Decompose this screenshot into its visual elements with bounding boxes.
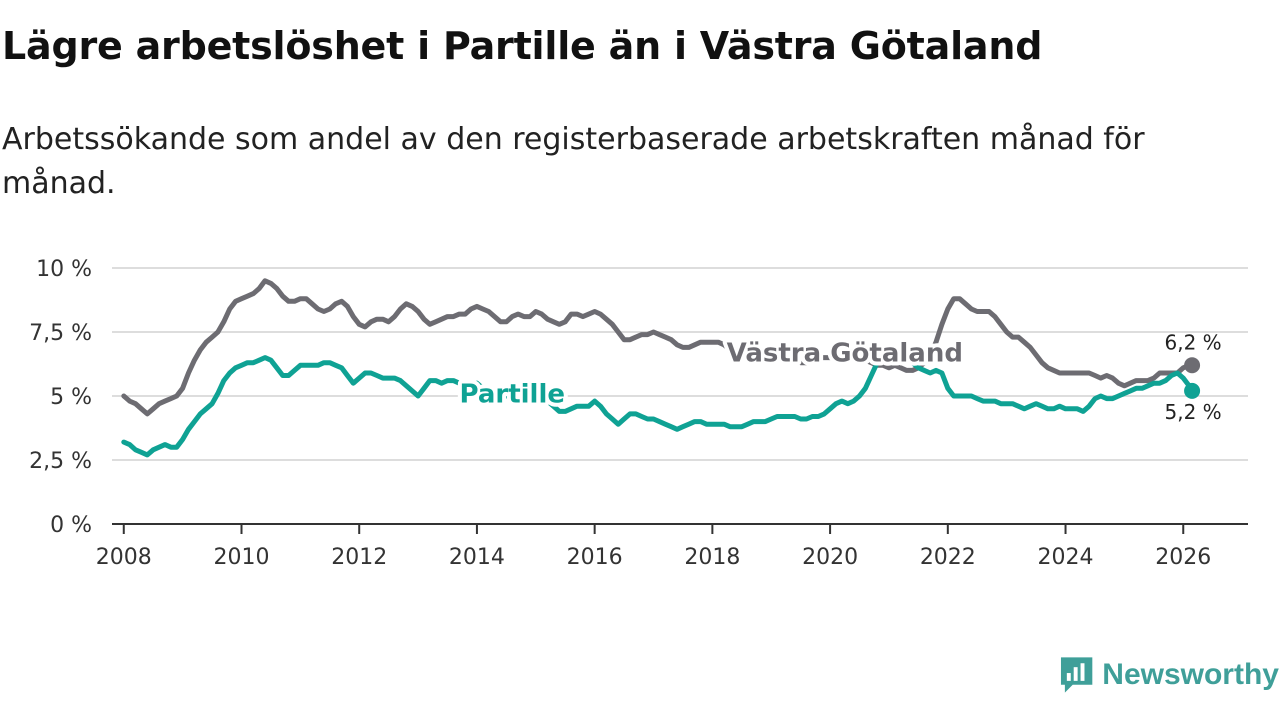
series-line-v-stra-g-taland: [121, 278, 1195, 417]
y-tick-label: 0 %: [50, 513, 92, 538]
x-tick-label: 2026: [1155, 545, 1211, 570]
x-tick-label: 2014: [449, 545, 505, 570]
x-tick-label: 2008: [96, 545, 152, 570]
x-tick-label: 2010: [213, 545, 269, 570]
label-layer: 6,2 % 5,2 % Västra Götaland Partille: [455, 330, 1221, 424]
grid-layer: [112, 267, 1248, 461]
series-layer: [121, 278, 1201, 458]
series-label-v-stra-g-taland: Västra Götaland: [727, 338, 963, 368]
x-tick-label: 2012: [331, 545, 387, 570]
x-tick-label: 2016: [567, 545, 623, 570]
end-value-label-partille: 5,2 %: [1164, 400, 1221, 424]
y-tick-label: 5 %: [50, 385, 92, 410]
series-label-partille: Partille: [459, 379, 565, 409]
y-tick-label: 2,5 %: [29, 449, 92, 474]
x-tick-label: 2024: [1038, 545, 1094, 570]
x-tick-label: 2020: [802, 545, 858, 570]
y-tick-label: 7,5 %: [29, 321, 92, 346]
page-subtitle: Arbetssökande som andel av den registerb…: [2, 122, 1145, 201]
y-tick-label: 10 %: [36, 257, 92, 282]
newsworthy-logo-icon: [1060, 657, 1093, 693]
series-end-point-partille: [1184, 382, 1201, 399]
x-tick-label: 2022: [920, 545, 976, 570]
x-axis-ticks: 2008 2010 2012 2014 2016 2018 2020 2022 2024 2026: [96, 524, 1211, 570]
brand-logo: Newsworthy: [1059, 654, 1279, 696]
end-value-label-v-stra-g-taland: 6,2 %: [1164, 330, 1221, 354]
series-end-point-v-stra-g-taland: [1184, 357, 1201, 374]
series-line-partille: [121, 344, 1195, 458]
page-title: Lägre arbetslöshet i Partille än i Västr…: [2, 24, 1043, 68]
x-tick-label: 2018: [684, 545, 740, 570]
brand-name: Newsworthy: [1102, 658, 1279, 691]
y-axis-ticks: 0 % 2,5 % 5 % 7,5 % 10 %: [29, 257, 92, 538]
